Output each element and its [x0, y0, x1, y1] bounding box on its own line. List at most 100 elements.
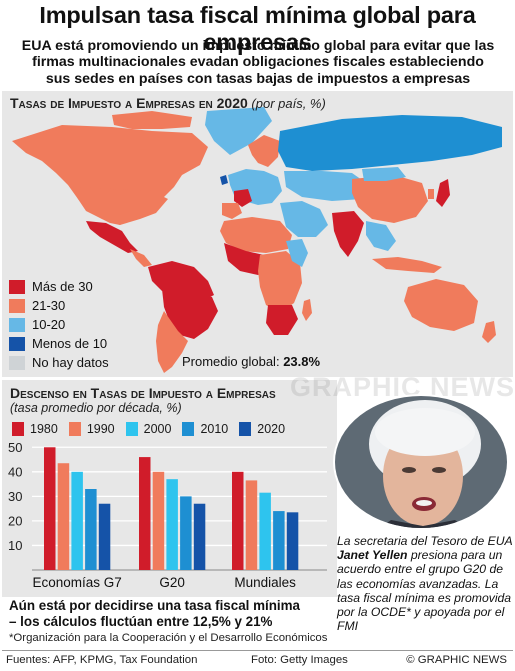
- footer-divider: [2, 650, 513, 651]
- bar-legend-label: 1980: [30, 422, 58, 436]
- bar-chart-legend: 1980 1990 2000 2010 2020: [12, 422, 296, 436]
- india-shape: [332, 211, 364, 257]
- bar-legend-item: 2000: [125, 422, 172, 436]
- australia-shape: [404, 279, 478, 331]
- legend-swatch: [9, 336, 25, 351]
- bar: [44, 447, 56, 570]
- bar: [259, 492, 271, 570]
- bar: [232, 471, 244, 570]
- bar: [286, 512, 299, 570]
- headline: Impulsan tasa fiscal mínima global para …: [39, 2, 476, 55]
- legend-swatch: [9, 279, 25, 294]
- china-shape: [352, 175, 428, 223]
- brazil-shape: [162, 289, 218, 339]
- russia-shape: [278, 115, 502, 171]
- bar: [139, 457, 151, 570]
- bar: [71, 471, 83, 570]
- y-tick-label: 40: [8, 464, 22, 479]
- bar-chart-panel: Descenso en Tasas de Impuesto a Empresas…: [2, 380, 337, 597]
- bar-legend-swatch: [125, 422, 138, 436]
- bar-legend-label: 2010: [200, 422, 229, 436]
- north-africa-shape: [220, 217, 292, 253]
- conclusion-line: Aún está por decidirse una tasa fiscal m…: [9, 598, 300, 613]
- y-tick-label: 20: [8, 513, 22, 528]
- photo-credit: Foto: Getty Images: [251, 654, 348, 666]
- footnote: *Organización para la Cooperación y el D…: [9, 632, 328, 644]
- legend-label: No hay datos: [32, 355, 109, 370]
- legend-item: 21-30: [9, 296, 109, 315]
- southeast-asia-shape: [366, 221, 396, 251]
- subheadline-line: firmas multinacionales evadan obligacion…: [32, 54, 484, 71]
- bar: [57, 463, 70, 570]
- conclusion-line: – los cálculos fluctúan entre 12,5% y 21…: [9, 613, 273, 629]
- indonesia-shape: [372, 257, 442, 273]
- legend-label: Más de 30: [32, 279, 93, 294]
- y-tick-label: 10: [8, 538, 22, 553]
- legend-item: No hay datos: [9, 353, 109, 372]
- mongolia-shape: [362, 167, 406, 181]
- scandinavia-shape: [248, 135, 280, 167]
- map-title-text: Tasas de Impuesto a Empresas en 2020: [10, 95, 248, 111]
- bar: [193, 503, 206, 570]
- bar-legend-item: 2020: [239, 422, 285, 436]
- bar-legend-swatch: [68, 422, 81, 436]
- y-tick-label: 50: [8, 440, 22, 455]
- global-average-label: Promedio global:: [182, 354, 280, 369]
- bar: [273, 511, 285, 570]
- bar: [152, 471, 165, 570]
- caption-text: La secretaria del Tesoro de EUA: [337, 534, 513, 548]
- new-zealand-shape: [482, 321, 496, 343]
- legend-swatch: [9, 298, 25, 313]
- x-category-label: Economías G7: [33, 575, 122, 590]
- bar-legend-swatch: [182, 422, 195, 436]
- legend-swatch: [9, 317, 25, 332]
- caption-text: presiona para un acuerdo entre el grupo …: [337, 548, 512, 634]
- legend-label: Menos de 10: [32, 336, 108, 351]
- x-category-label: G20: [159, 575, 185, 590]
- ireland-shape: [220, 175, 228, 185]
- bar-legend-item: 1980: [12, 422, 58, 436]
- central-america-shape: [130, 249, 152, 267]
- bar: [245, 480, 258, 570]
- legend-item: Más de 30: [9, 277, 109, 296]
- global-average: Promedio global: 23.8%: [182, 354, 320, 369]
- photo-caption: La secretaria del Tesoro de EUA Janet Ye…: [337, 534, 513, 633]
- portrait-illustration: [335, 396, 507, 528]
- bar-legend-label: 2020: [257, 422, 286, 436]
- middle-east-shape: [280, 201, 328, 237]
- legend-item: Menos de 10: [9, 334, 109, 353]
- greenland-shape: [205, 107, 272, 155]
- iberia-shape: [222, 203, 242, 219]
- mexico-shape: [86, 221, 138, 253]
- bar-legend-item: 1990: [68, 422, 115, 436]
- subheadline-line: EUA está promoviendo un impuesto mínimo …: [21, 38, 495, 54]
- bar-legend-swatch: [239, 422, 252, 436]
- bar-legend-label: 1990: [86, 422, 115, 436]
- global-average-value: 23.8%: [283, 354, 321, 369]
- bar: [98, 503, 111, 570]
- bar-legend-swatch: [12, 422, 24, 436]
- bar-legend-item: 2010: [182, 422, 228, 436]
- caption-name: Janet Yellen: [337, 548, 408, 563]
- bar-chart: 10 20 30 40 50 Economías G7 G20 Mundiales: [8, 440, 327, 590]
- arctic-islands-shape: [112, 111, 192, 129]
- map-title-note: (por país, %): [251, 96, 326, 111]
- bar: [85, 489, 97, 570]
- central-asia-shape: [284, 171, 372, 201]
- legend-label: 21-30: [32, 298, 66, 313]
- sources: Fuentes: AFP, KPMG, Tax Foundation: [6, 654, 198, 666]
- bar: [166, 479, 178, 570]
- map-panel: Tasas de Impuesto a Empresas en 2020 (po…: [2, 91, 513, 377]
- map-title: Tasas de Impuesto a Empresas en 2020 (po…: [10, 95, 326, 111]
- japan-shape: [436, 179, 450, 207]
- conclusion: Aún está por decidirse una tasa fiscal m…: [9, 598, 300, 629]
- south-america-south-shape: [156, 311, 188, 373]
- map-legend: Más de 30 21-30 10-20 Menos de 10 No hay…: [9, 277, 109, 372]
- bar-legend-label: 2000: [143, 422, 172, 436]
- central-africa-shape: [258, 251, 302, 313]
- bar: [180, 496, 192, 570]
- legend-item: 10-20: [9, 315, 109, 334]
- legend-label: 10-20: [32, 317, 66, 332]
- y-tick-label: 30: [8, 489, 22, 504]
- east-africa-shape: [286, 239, 308, 267]
